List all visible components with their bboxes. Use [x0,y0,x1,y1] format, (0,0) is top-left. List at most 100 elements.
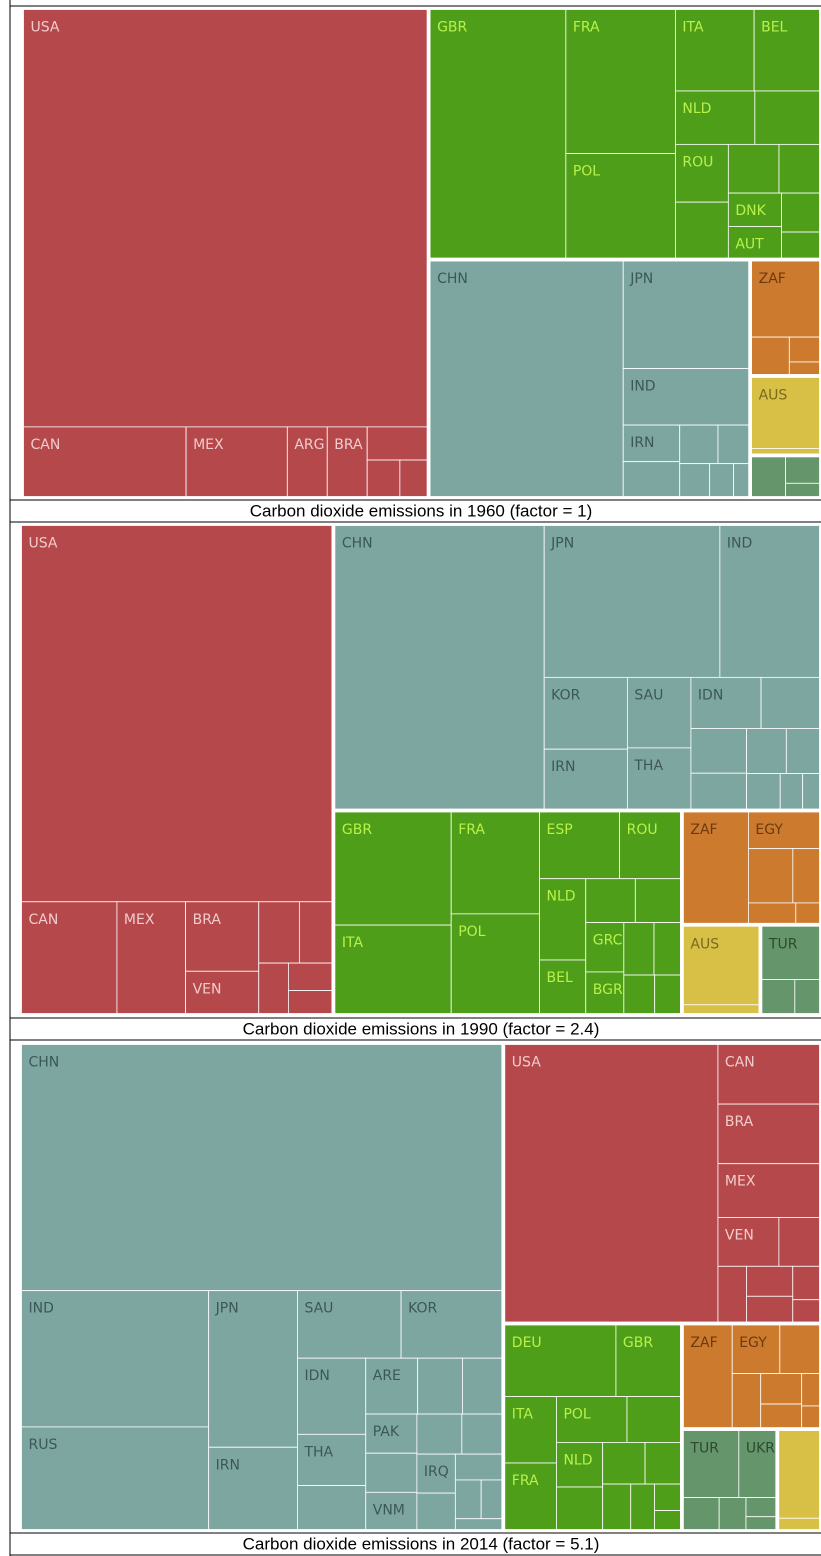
treemap-cell [602,1442,646,1485]
cell-label: CHN [342,536,373,552]
treemap-cell [794,979,820,1014]
treemap-cell [760,676,820,729]
treemap-cell [683,1324,733,1428]
cell-label: GRC [593,933,623,949]
treemap-cell [761,979,796,1014]
treemap-cell [801,1373,820,1407]
treemap-cell [23,9,428,428]
treemap-cell [748,848,794,904]
treemap-cell [416,1413,463,1455]
cell-label: CHN [437,271,468,287]
cell-label: DNK [735,203,766,219]
treemap-cell [258,962,289,1014]
cell-label: IRN [551,759,575,775]
treemap-cell [623,974,656,1014]
treemap-cell [286,426,328,497]
cell-label: ZAF [690,822,717,838]
treemap-cell [682,1004,760,1014]
cell-label: BEL [761,20,787,36]
treemap-cell [622,368,750,426]
treemap-cell [718,1497,747,1530]
treemap-cell [733,463,750,497]
treemap-cell [504,1462,557,1530]
cell-label: GBR [437,20,467,36]
treemap-cell [717,1265,747,1323]
cell-label: VNM [373,1502,405,1518]
treemap-cell [682,811,749,924]
treemap-cell [450,811,540,915]
treemap-cell [675,143,729,203]
treemap-cell [801,1405,820,1428]
cell-label: BRA [334,437,363,453]
cell-label: IND [727,536,752,552]
cell-label: MEX [124,912,155,928]
cell-label: EGY [755,822,783,838]
cell-label: NLD [563,1452,592,1468]
treemap-cell [717,1103,820,1165]
cell-label: JPN [629,271,653,287]
treemap-cell [788,361,820,375]
treemap-cell [23,426,187,497]
treemap-cell [623,922,655,976]
treemap-cell [622,260,750,369]
treemap-cell [679,424,719,465]
cell-label: KOR [408,1301,437,1317]
treemap-cell [208,1446,298,1530]
treemap-cell [602,1483,632,1530]
treemap-cell [717,1163,820,1218]
treemap-cell [748,811,820,850]
treemap-cell [746,1295,794,1323]
treemap-cell [679,463,711,497]
treemap-cell [461,1413,503,1455]
treemap-cell [785,482,820,497]
treemap-cell [585,878,636,923]
treemap-cell [543,525,721,678]
treemap-cell [504,1324,617,1397]
cell-label: IND [630,379,655,395]
treemap-cell [746,773,781,810]
treemap-cell [622,424,681,463]
treemap-cell [334,811,452,926]
treemap-cell [480,1479,503,1520]
treemap-cell [675,90,756,145]
treemap-cell [727,226,782,259]
treemap-cell [615,1324,681,1397]
cell-label: BGR [593,982,623,998]
treemap-cell [185,970,260,1014]
treemap-cell [585,922,625,973]
treemap-cell [727,143,780,194]
treemap-cell [778,143,820,194]
cell-label: POL [563,1407,590,1423]
treemap-cell [717,1044,820,1105]
cell-label: CAN [31,437,61,453]
cell-label: ROU [682,154,713,170]
cell-label: BRA [725,1114,754,1130]
cell-label: TUR [768,936,798,952]
cell-label: THA [633,758,663,774]
treemap-cell [365,1452,418,1493]
treemap-cell [454,1518,503,1530]
treemap-cell [760,1403,803,1428]
cell-label: MEX [725,1174,756,1190]
cell-label: USA [29,536,58,552]
cell-label: FRA [512,1473,539,1489]
treemap-cell [365,1413,418,1454]
cell-label: NLD [682,101,711,117]
cell-label: ITA [342,935,364,951]
treemap-cell [683,1430,740,1498]
treemap-cell [754,90,820,145]
treemap-cell [717,424,750,465]
treemap-cell [365,1357,419,1415]
cell-label: EGY [739,1335,767,1351]
cell-label: ITA [682,20,704,36]
treemap-cell [416,1492,456,1530]
cell-label: IND [29,1301,54,1317]
treemap-cell [654,1510,681,1530]
cell-label: JPN [215,1301,239,1317]
treemap-cell [543,748,628,810]
cell-label: IRN [216,1457,240,1473]
treemap-cell [297,1290,402,1359]
treemap-cell [258,901,300,964]
cell-label: CHN [29,1055,60,1071]
treemap-cell [454,1479,482,1520]
